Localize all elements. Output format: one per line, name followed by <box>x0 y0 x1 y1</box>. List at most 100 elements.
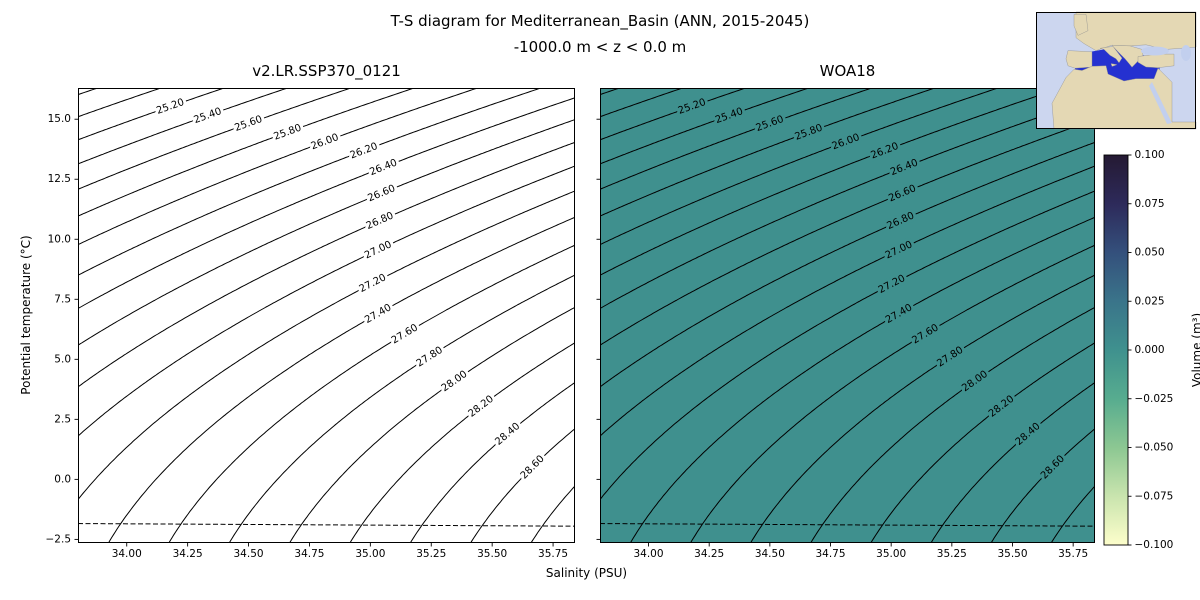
map-inset <box>1036 11 1197 130</box>
contour-line <box>600 190 1095 500</box>
contour-line <box>930 382 1095 543</box>
contour-line <box>78 119 575 346</box>
map-caspian-sea <box>1181 45 1191 61</box>
colorbar-tick-label: −0.025 <box>1135 393 1174 405</box>
contour-line <box>600 141 1095 388</box>
contour-line <box>168 244 575 543</box>
contour-line <box>78 88 543 276</box>
x-tick-label: 35.75 <box>538 548 568 560</box>
figure-subtitle: -1000.0 m < z < 0.0 m <box>513 38 687 56</box>
freezing-line <box>600 523 1095 527</box>
contour-line <box>530 485 575 543</box>
contour-line <box>349 342 575 543</box>
x-tick-label: 34.25 <box>173 548 203 560</box>
colorbar-ticks <box>1128 154 1132 546</box>
x-tick-label: 34.25 <box>694 548 724 560</box>
panel-border <box>600 88 1095 543</box>
contour-line <box>78 190 575 500</box>
contour-line <box>600 119 1095 346</box>
y-tick-label: 10.0 <box>48 233 71 245</box>
map-black-sea <box>1141 46 1169 56</box>
x-tick-label: 35.00 <box>355 548 385 560</box>
x-tick-label: 35.25 <box>416 548 446 560</box>
contour-line <box>600 97 1095 309</box>
contour-line <box>600 88 937 217</box>
colorbar-tick-label: 0.000 <box>1135 344 1165 356</box>
y-tick-label: 5.0 <box>54 353 71 365</box>
contour-line <box>600 88 811 165</box>
panel-border <box>78 88 575 543</box>
colorbar-tick-label: 0.050 <box>1135 247 1165 259</box>
contour-line <box>750 274 1095 543</box>
contour-line <box>600 88 874 190</box>
x-tick-label: 35.75 <box>1058 548 1088 560</box>
contour-line <box>990 428 1095 543</box>
y-tick-label: 2.5 <box>54 413 71 425</box>
contour-line <box>78 88 479 246</box>
contour-line <box>629 216 1095 543</box>
contour-line <box>78 88 353 190</box>
map-land-britain <box>1073 14 1089 36</box>
colorbar-tick-label: −0.050 <box>1135 442 1174 454</box>
y-axis-label: Potential temperature (°C) <box>19 235 33 395</box>
contour-line <box>810 306 1095 543</box>
contour-line <box>78 88 290 165</box>
map-red-sea <box>1149 82 1172 124</box>
y-tick-label: 0.0 <box>54 473 71 485</box>
colorbar-tick-label: 0.100 <box>1135 149 1165 161</box>
x-tick-label: 34.50 <box>234 548 264 560</box>
x-tick-label: 34.75 <box>294 548 324 560</box>
contour-line <box>870 342 1095 543</box>
isopycnal-contours <box>600 88 1095 543</box>
colorbar-tick-label: −0.075 <box>1135 490 1174 502</box>
contour-line <box>288 306 575 543</box>
contour-line <box>689 244 1095 543</box>
map-land-italy <box>1099 46 1123 64</box>
y-tick-label: 12.5 <box>48 173 71 185</box>
contour-line <box>228 274 575 543</box>
panel-background <box>78 88 575 543</box>
x-tick-label: 35.50 <box>997 548 1027 560</box>
freezing-line <box>78 523 575 527</box>
panel-title-woa18: WOA18 <box>819 62 876 80</box>
colorbar-tick-label: −0.100 <box>1135 539 1174 551</box>
x-tick-label: 34.00 <box>112 548 142 560</box>
contour-line <box>78 88 416 217</box>
figure-title: T-S diagram for Mediterranean_Basin (ANN… <box>390 12 810 30</box>
x-tick-label: 35.25 <box>937 548 967 560</box>
colorbar-label: Volume (m³) <box>1190 312 1200 388</box>
contour-line <box>78 165 575 437</box>
axis-ticks <box>74 118 554 547</box>
colorbar: 0.100 0.075 0.050 0.025 0.000 −0.025 −0.050 −0.… <box>1103 149 1174 551</box>
map-land-iberia <box>1065 50 1093 69</box>
x-tick-label: 34.00 <box>633 548 663 560</box>
contour-line <box>600 165 1095 437</box>
contour-line <box>409 382 575 543</box>
colorbar-tick-label: 0.075 <box>1135 198 1165 210</box>
x-tick-label: 34.50 <box>755 548 785 560</box>
ts-diagram-panel-model: 25.20 25.40 25.60 25.80 26.00 26.2026.4026.60… <box>46 88 575 560</box>
map-land-anatolia <box>1137 53 1175 68</box>
isopycnal-contours <box>78 88 575 543</box>
colorbar-gradient <box>1103 154 1129 546</box>
panel-background <box>600 88 1095 543</box>
contour-line <box>78 141 575 388</box>
x-axis-label: Salinity (PSU) <box>545 566 628 580</box>
contour-line <box>107 216 575 543</box>
x-tick-label: 35.00 <box>876 548 906 560</box>
colorbar-tick-label: 0.025 <box>1135 295 1165 307</box>
map-land-sicily <box>1110 63 1118 67</box>
contour-line <box>600 88 1000 246</box>
contour-line <box>600 88 748 141</box>
map-land-africa-mideast <box>1051 65 1197 130</box>
x-tick-label: 35.50 <box>477 548 507 560</box>
y-tick-label: −2.5 <box>46 533 72 545</box>
contour-line <box>600 88 1063 276</box>
axis-ticks <box>596 118 1074 547</box>
contour-line <box>1050 485 1095 543</box>
x-tick-label: 34.75 <box>815 548 845 560</box>
y-tick-label: 15.0 <box>48 113 71 125</box>
y-tick-label: 7.5 <box>54 293 71 305</box>
contour-line <box>470 428 575 543</box>
contour-line <box>78 97 575 309</box>
